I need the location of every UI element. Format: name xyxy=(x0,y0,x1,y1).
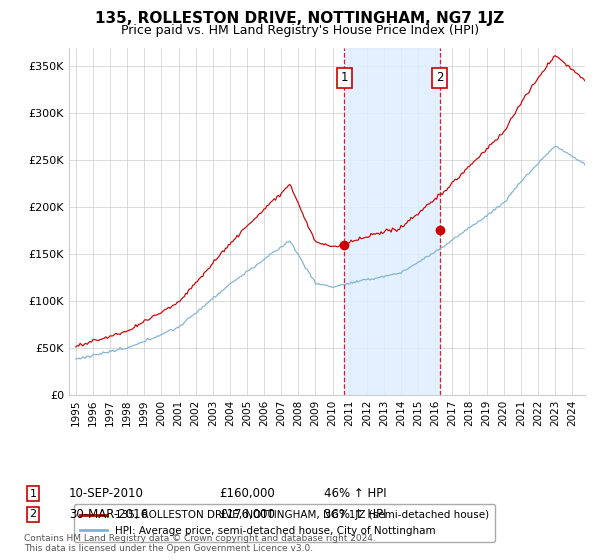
Text: 36% ↑ HPI: 36% ↑ HPI xyxy=(324,507,386,521)
Text: £160,000: £160,000 xyxy=(219,487,275,501)
Text: 46% ↑ HPI: 46% ↑ HPI xyxy=(324,487,386,501)
Bar xyxy=(344,48,440,395)
Text: Price paid vs. HM Land Registry's House Price Index (HPI): Price paid vs. HM Land Registry's House … xyxy=(121,24,479,36)
Text: 2: 2 xyxy=(436,71,443,84)
Text: 1: 1 xyxy=(29,489,37,499)
Text: £176,000: £176,000 xyxy=(219,507,275,521)
Text: Contains HM Land Registry data © Crown copyright and database right 2024.
This d: Contains HM Land Registry data © Crown c… xyxy=(24,534,376,553)
Text: 135, ROLLESTON DRIVE, NOTTINGHAM, NG7 1JZ: 135, ROLLESTON DRIVE, NOTTINGHAM, NG7 1J… xyxy=(95,11,505,26)
Text: 1: 1 xyxy=(341,71,348,84)
Text: 30-MAR-2016: 30-MAR-2016 xyxy=(69,507,148,521)
Legend: 135, ROLLESTON DRIVE, NOTTINGHAM, NG7 1JZ (semi-detached house), HPI: Average pr: 135, ROLLESTON DRIVE, NOTTINGHAM, NG7 1J… xyxy=(74,504,495,542)
Text: 2: 2 xyxy=(29,509,37,519)
Text: 10-SEP-2010: 10-SEP-2010 xyxy=(69,487,144,501)
